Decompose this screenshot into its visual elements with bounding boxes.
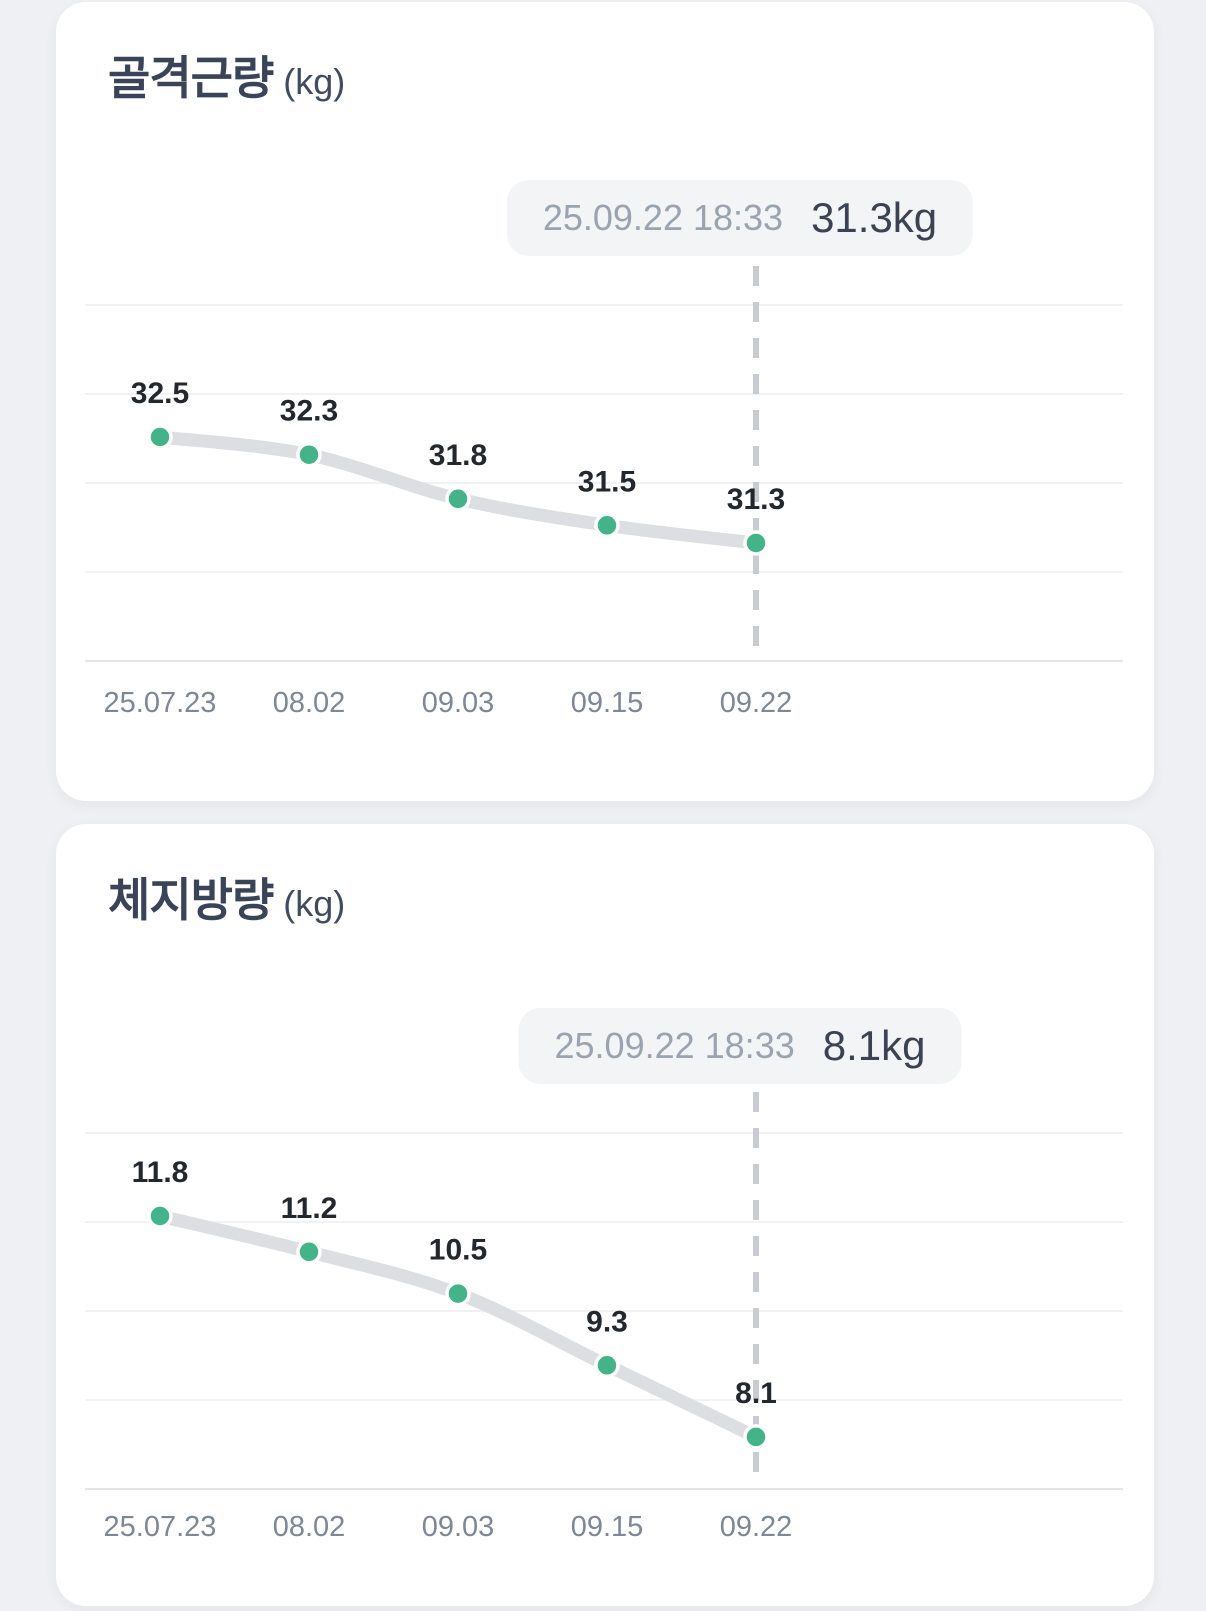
x-axis-label: 09.03	[422, 1511, 495, 1543]
data-point[interactable]	[147, 1203, 173, 1229]
data-point-label: 31.5	[578, 465, 636, 498]
chart-unit-label: (kg)	[283, 61, 346, 102]
selected-point-tooltip: 25.09.22 18:33 31.3kg	[506, 180, 974, 256]
x-axis-label: 09.22	[720, 687, 793, 719]
x-axis-label: 09.22	[720, 1511, 793, 1543]
data-point[interactable]	[594, 512, 620, 539]
x-axis-label: 08.02	[273, 687, 346, 719]
skeletal-muscle-card: 골격근량 (kg) 25.09.22 18:33 31.3kg 32.5 32.3 3…	[56, 2, 1154, 801]
tooltip-value: 8.1kg	[822, 1022, 926, 1069]
card-header: 골격근량 (kg)	[108, 42, 345, 108]
data-point[interactable]	[445, 486, 471, 512]
data-point[interactable]	[296, 1239, 322, 1265]
data-point-label: 11.8	[132, 1156, 189, 1189]
data-point[interactable]	[296, 441, 322, 468]
data-point-label: 32.5	[131, 377, 189, 410]
data-point[interactable]	[743, 530, 769, 556]
x-axis-label: 09.15	[571, 1511, 644, 1543]
tooltip-datetime: 25.09.22 18:33	[554, 1025, 795, 1066]
card-header: 체지방량 (kg)	[108, 864, 345, 930]
data-point-label: 11.2	[281, 1192, 338, 1225]
data-point[interactable]	[147, 424, 173, 450]
data-point-label: 8.1	[735, 1377, 777, 1410]
data-point-label: 31.8	[429, 439, 487, 472]
x-axis-label: 09.15	[571, 687, 644, 719]
data-point-label: 32.3	[280, 395, 338, 428]
data-point-label: 9.3	[586, 1305, 628, 1338]
x-axis-label: 08.02	[273, 1511, 346, 1543]
tooltip-datetime: 25.09.22 18:33	[542, 197, 784, 238]
line-chart-body-fat: 11.8 11.2 10.5 9.3 8.1 25.07.23 08.02 09.03 09.1…	[85, 1092, 1123, 1543]
tooltip-value: 31.3kg	[811, 194, 938, 241]
x-axis-label: 25.07.23	[104, 1511, 217, 1543]
chart-title: 골격근량	[108, 52, 274, 104]
body-fat-card: 체지방량 (kg) 25.09.22 18:33 8.1kg 11.8 11.2 10…	[56, 824, 1154, 1606]
data-point[interactable]	[445, 1280, 471, 1307]
chart-title: 체지방량	[108, 874, 274, 926]
x-axis-label: 09.03	[422, 687, 495, 719]
data-point-label: 31.3	[727, 483, 785, 516]
chart-unit-label: (kg)	[283, 883, 346, 924]
data-point[interactable]	[743, 1424, 769, 1450]
selected-point-tooltip: 25.09.22 18:33 8.1kg	[518, 1008, 962, 1084]
data-point[interactable]	[594, 1352, 620, 1379]
data-point-label: 10.5	[429, 1234, 487, 1267]
line-chart-skeletal-muscle: 32.5 32.3 31.8 31.5 31.3 25.07.23 08.02 09.03 09…	[85, 266, 1123, 719]
x-axis-label: 25.07.23	[104, 687, 217, 719]
